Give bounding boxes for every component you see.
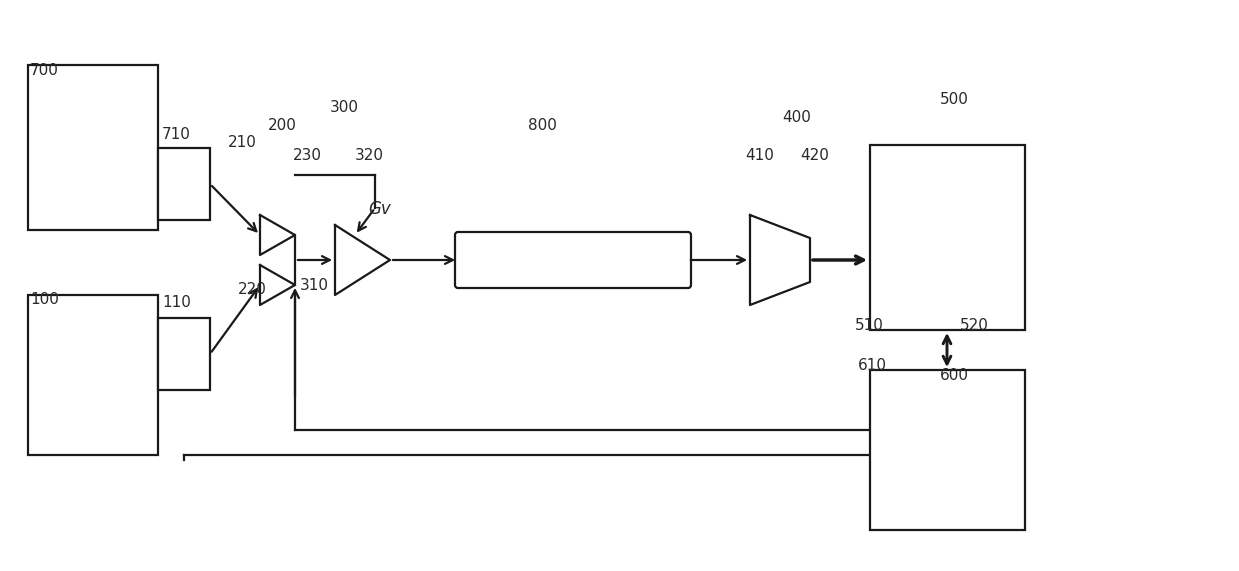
Text: 520: 520 xyxy=(960,318,989,333)
Text: 210: 210 xyxy=(228,135,256,150)
Text: 410: 410 xyxy=(745,148,774,163)
Bar xyxy=(870,145,1025,330)
Bar xyxy=(159,318,209,390)
Text: 420: 420 xyxy=(800,148,829,163)
Text: 510: 510 xyxy=(855,318,883,333)
Text: 600: 600 xyxy=(940,368,969,383)
Text: 700: 700 xyxy=(30,63,59,78)
Text: 110: 110 xyxy=(162,295,191,310)
Text: 100: 100 xyxy=(30,292,59,307)
Polygon shape xyxy=(750,215,810,305)
Bar xyxy=(28,65,159,230)
Text: 610: 610 xyxy=(857,358,887,373)
Polygon shape xyxy=(335,225,390,295)
Text: 320: 320 xyxy=(356,148,384,163)
Text: 300: 300 xyxy=(330,100,359,115)
Text: 200: 200 xyxy=(268,118,297,133)
Polygon shape xyxy=(260,215,295,255)
Text: 400: 400 xyxy=(782,110,810,125)
Text: 230: 230 xyxy=(292,148,322,163)
Bar xyxy=(28,295,159,455)
Text: Gv: Gv xyxy=(368,200,390,218)
Polygon shape xyxy=(260,265,295,305)
FancyBboxPatch shape xyxy=(455,232,691,288)
Text: 220: 220 xyxy=(238,282,266,297)
Text: 800: 800 xyxy=(528,118,556,133)
Text: 710: 710 xyxy=(162,127,191,142)
Bar xyxy=(870,370,1025,530)
Text: 500: 500 xyxy=(940,92,969,107)
Text: 310: 310 xyxy=(300,278,330,293)
Bar xyxy=(159,148,209,220)
